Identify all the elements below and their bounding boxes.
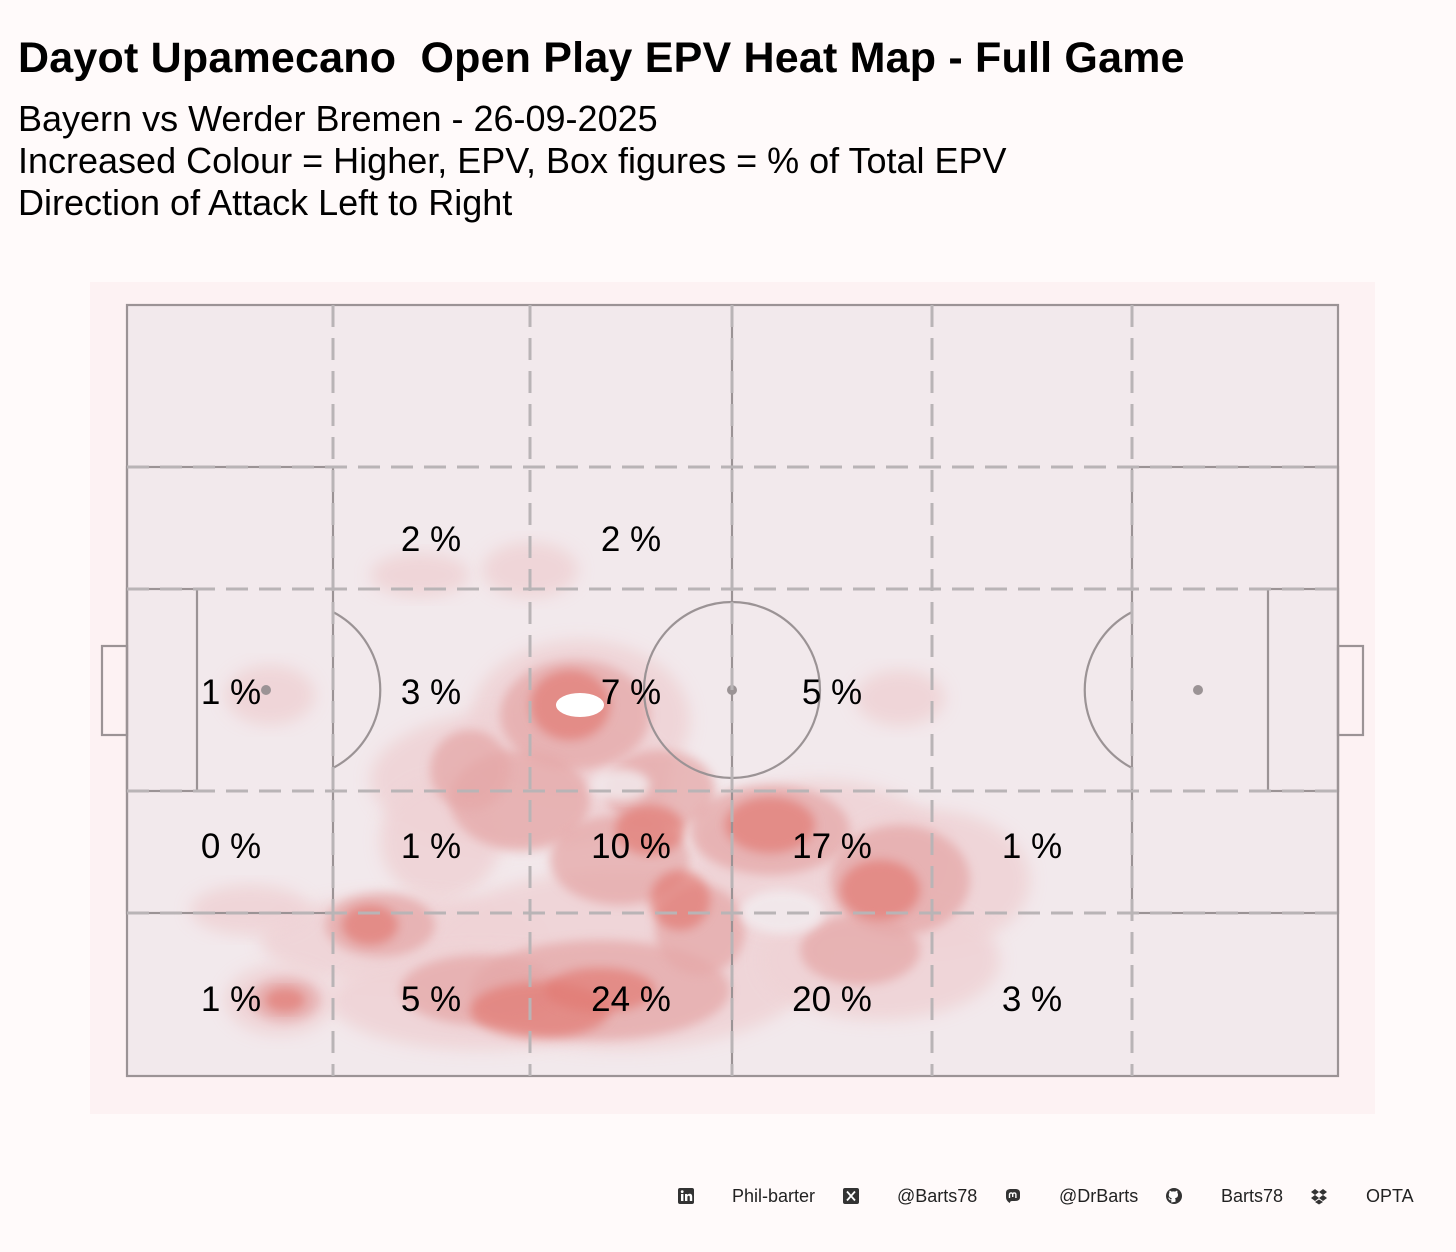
heat-blob — [615, 805, 685, 855]
right-penalty-arc — [1083, 611, 1133, 769]
zone-labels: 2 % 2 % 1 % 3 % 7 % 5 % 0 % 1 % 10 % 17 … — [201, 520, 1062, 1019]
footer-source-text: OPTA — [1366, 1186, 1414, 1206]
mastodon-icon — [1006, 1189, 1020, 1203]
heat-blob — [800, 915, 920, 985]
heat-density-layer — [190, 542, 1030, 1050]
footer-credits: Phil-barter @Barts78 @DrBarts Barts78 OP… — [0, 1184, 1456, 1210]
zone-label: 5 % — [802, 673, 862, 712]
heat-blob — [740, 890, 824, 934]
heat-blob — [265, 988, 305, 1012]
heat-blob — [855, 670, 945, 726]
footer-x-text: @Barts78 — [897, 1186, 978, 1206]
zone-label: 1 % — [201, 673, 261, 712]
zone-label: 24 % — [591, 980, 671, 1019]
heat-blob — [430, 730, 510, 810]
subtitle-line-1: Bayern vs Werder Bremen - 26-09-2025 — [18, 98, 658, 139]
heat-blob — [650, 870, 710, 930]
heat-blob — [590, 769, 650, 801]
heat-blob — [225, 665, 315, 725]
heat-blob — [840, 860, 920, 920]
zone-label: 1 % — [401, 827, 461, 866]
zone-label: 3 % — [401, 673, 461, 712]
footer-github-text: Barts78 — [1221, 1186, 1284, 1206]
heat-blob — [556, 693, 604, 717]
zone-label: 2 % — [401, 520, 461, 559]
linkedin-icon — [678, 1188, 694, 1204]
right-goal — [1336, 644, 1365, 737]
zone-label: 20 % — [792, 980, 872, 1019]
zone-label: 1 % — [201, 980, 261, 1019]
heat-blob — [342, 905, 398, 945]
zone-grid — [127, 305, 1338, 1076]
left-penalty-arc — [332, 611, 382, 769]
zone-label: 1 % — [1002, 827, 1062, 866]
zone-label: 0 % — [201, 827, 261, 866]
zone-label: 5 % — [401, 980, 461, 1019]
subtitle-line-2: Increased Colour = Higher, EPV, Box figu… — [18, 140, 1007, 181]
github-icon — [1166, 1188, 1182, 1204]
zone-label: 17 % — [792, 827, 872, 866]
left-penalty-spot — [261, 685, 271, 695]
chart-title: Dayot Upamecano Open Play EPV Heat Map -… — [18, 34, 1185, 82]
footer-mastodon-text: @DrBarts — [1059, 1186, 1139, 1206]
zone-label: 7 % — [601, 673, 661, 712]
zone-label: 10 % — [591, 827, 671, 866]
heat-blob — [545, 968, 655, 1012]
left-goal — [100, 644, 129, 737]
dropbox-icon — [1311, 1189, 1327, 1205]
heat-blob — [370, 553, 470, 597]
heat-blob — [725, 797, 815, 853]
footer-linkedin-text: Phil-barter — [732, 1186, 816, 1206]
subtitle-line-3: Direction of Attack Left to Right — [18, 182, 513, 223]
x-twitter-icon — [843, 1188, 859, 1204]
zone-label: 3 % — [1002, 980, 1062, 1019]
right-penalty-spot — [1193, 685, 1203, 695]
zone-label: 2 % — [601, 520, 661, 559]
heat-blob — [190, 885, 310, 935]
